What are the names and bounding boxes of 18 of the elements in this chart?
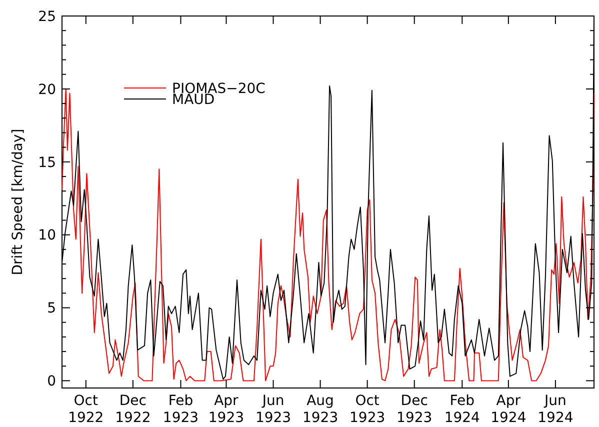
y-tick-label: 20 bbox=[38, 82, 56, 98]
x-tick-label: Feb 1923 bbox=[162, 393, 199, 426]
y-tick-label: 15 bbox=[38, 154, 56, 171]
y-tick-label: 25 bbox=[38, 8, 56, 25]
x-tick-label: Apr 1924 bbox=[490, 393, 526, 426]
x-tick-label: Dec 1923 bbox=[396, 393, 432, 426]
x-tick-label: Jun 1923 bbox=[255, 393, 292, 426]
x-tick-label: Oct 1922 bbox=[68, 393, 104, 426]
x-tick-label: Apr 1923 bbox=[208, 393, 244, 426]
x-tick-label: Dec 1922 bbox=[115, 393, 151, 426]
y-tick-label: 10 bbox=[38, 228, 56, 244]
x-tick-label: Aug 1923 bbox=[302, 393, 338, 426]
y-tick-label: 0 bbox=[47, 374, 56, 390]
x-tick-label: Feb 1924 bbox=[444, 393, 480, 426]
x-tick-label: Oct 1923 bbox=[350, 393, 386, 426]
y-tick-label: 5 bbox=[47, 300, 56, 317]
y-axis-title: Drift Speed [km/day] bbox=[10, 128, 26, 276]
x-tick-label: Jun 1924 bbox=[538, 393, 574, 426]
